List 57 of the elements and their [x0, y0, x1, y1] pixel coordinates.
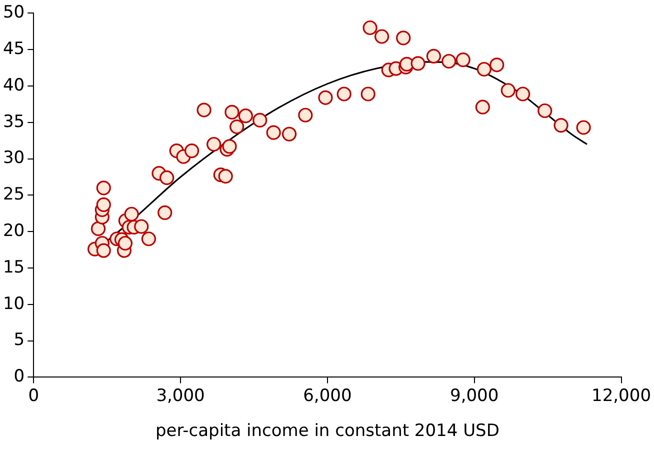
y-tick-label: 0 — [14, 366, 25, 387]
point — [298, 108, 313, 122]
point — [318, 90, 333, 105]
point — [96, 243, 111, 258]
point — [475, 100, 490, 114]
x-tick-label: 12,000 — [592, 386, 651, 406]
point — [158, 205, 172, 220]
point — [96, 180, 111, 196]
point — [238, 108, 253, 124]
point — [554, 118, 568, 133]
point — [374, 29, 390, 44]
point — [118, 236, 133, 251]
point — [500, 83, 516, 98]
y-tick-label: 40 — [2, 75, 25, 96]
point — [426, 48, 442, 64]
x-tick-label: 0 — [28, 386, 40, 406]
point — [90, 221, 106, 236]
point — [476, 62, 492, 77]
point — [538, 103, 552, 118]
x-tick-label: 3,000 — [156, 386, 205, 406]
point — [206, 136, 222, 152]
point — [160, 170, 174, 186]
y-tick-label: 15 — [2, 257, 25, 278]
point — [222, 139, 237, 154]
point — [124, 206, 139, 222]
point — [362, 20, 378, 36]
point — [456, 52, 470, 68]
y-tick-label: 10 — [2, 294, 25, 314]
y-tick-label: 35 — [2, 112, 25, 132]
point — [230, 119, 244, 134]
point — [396, 30, 411, 46]
point — [490, 58, 504, 72]
point — [410, 56, 426, 71]
point — [576, 120, 591, 135]
y-tick-label: 20 — [2, 221, 25, 242]
y-tick-label: 50 — [2, 2, 25, 23]
y-tick-label: 45 — [2, 39, 25, 60]
y-tick-label: 30 — [2, 148, 25, 168]
point — [266, 125, 281, 140]
x-tick-label: 6,000 — [303, 386, 352, 406]
point — [282, 126, 297, 142]
point — [218, 168, 233, 184]
point — [360, 86, 376, 102]
x-tick-label: 9,000 — [450, 386, 499, 406]
point — [224, 104, 240, 120]
point — [516, 86, 530, 102]
point — [134, 219, 149, 234]
y-tick-label: 5 — [14, 330, 25, 350]
point — [336, 86, 352, 102]
point — [96, 197, 111, 212]
point — [196, 102, 212, 118]
point — [442, 54, 456, 69]
y-tick-label: 25 — [2, 184, 25, 205]
point — [141, 232, 156, 246]
x-axis-title: per-capita income in constant 2014 USD — [155, 421, 500, 442]
point — [252, 112, 268, 128]
point — [184, 143, 200, 158]
